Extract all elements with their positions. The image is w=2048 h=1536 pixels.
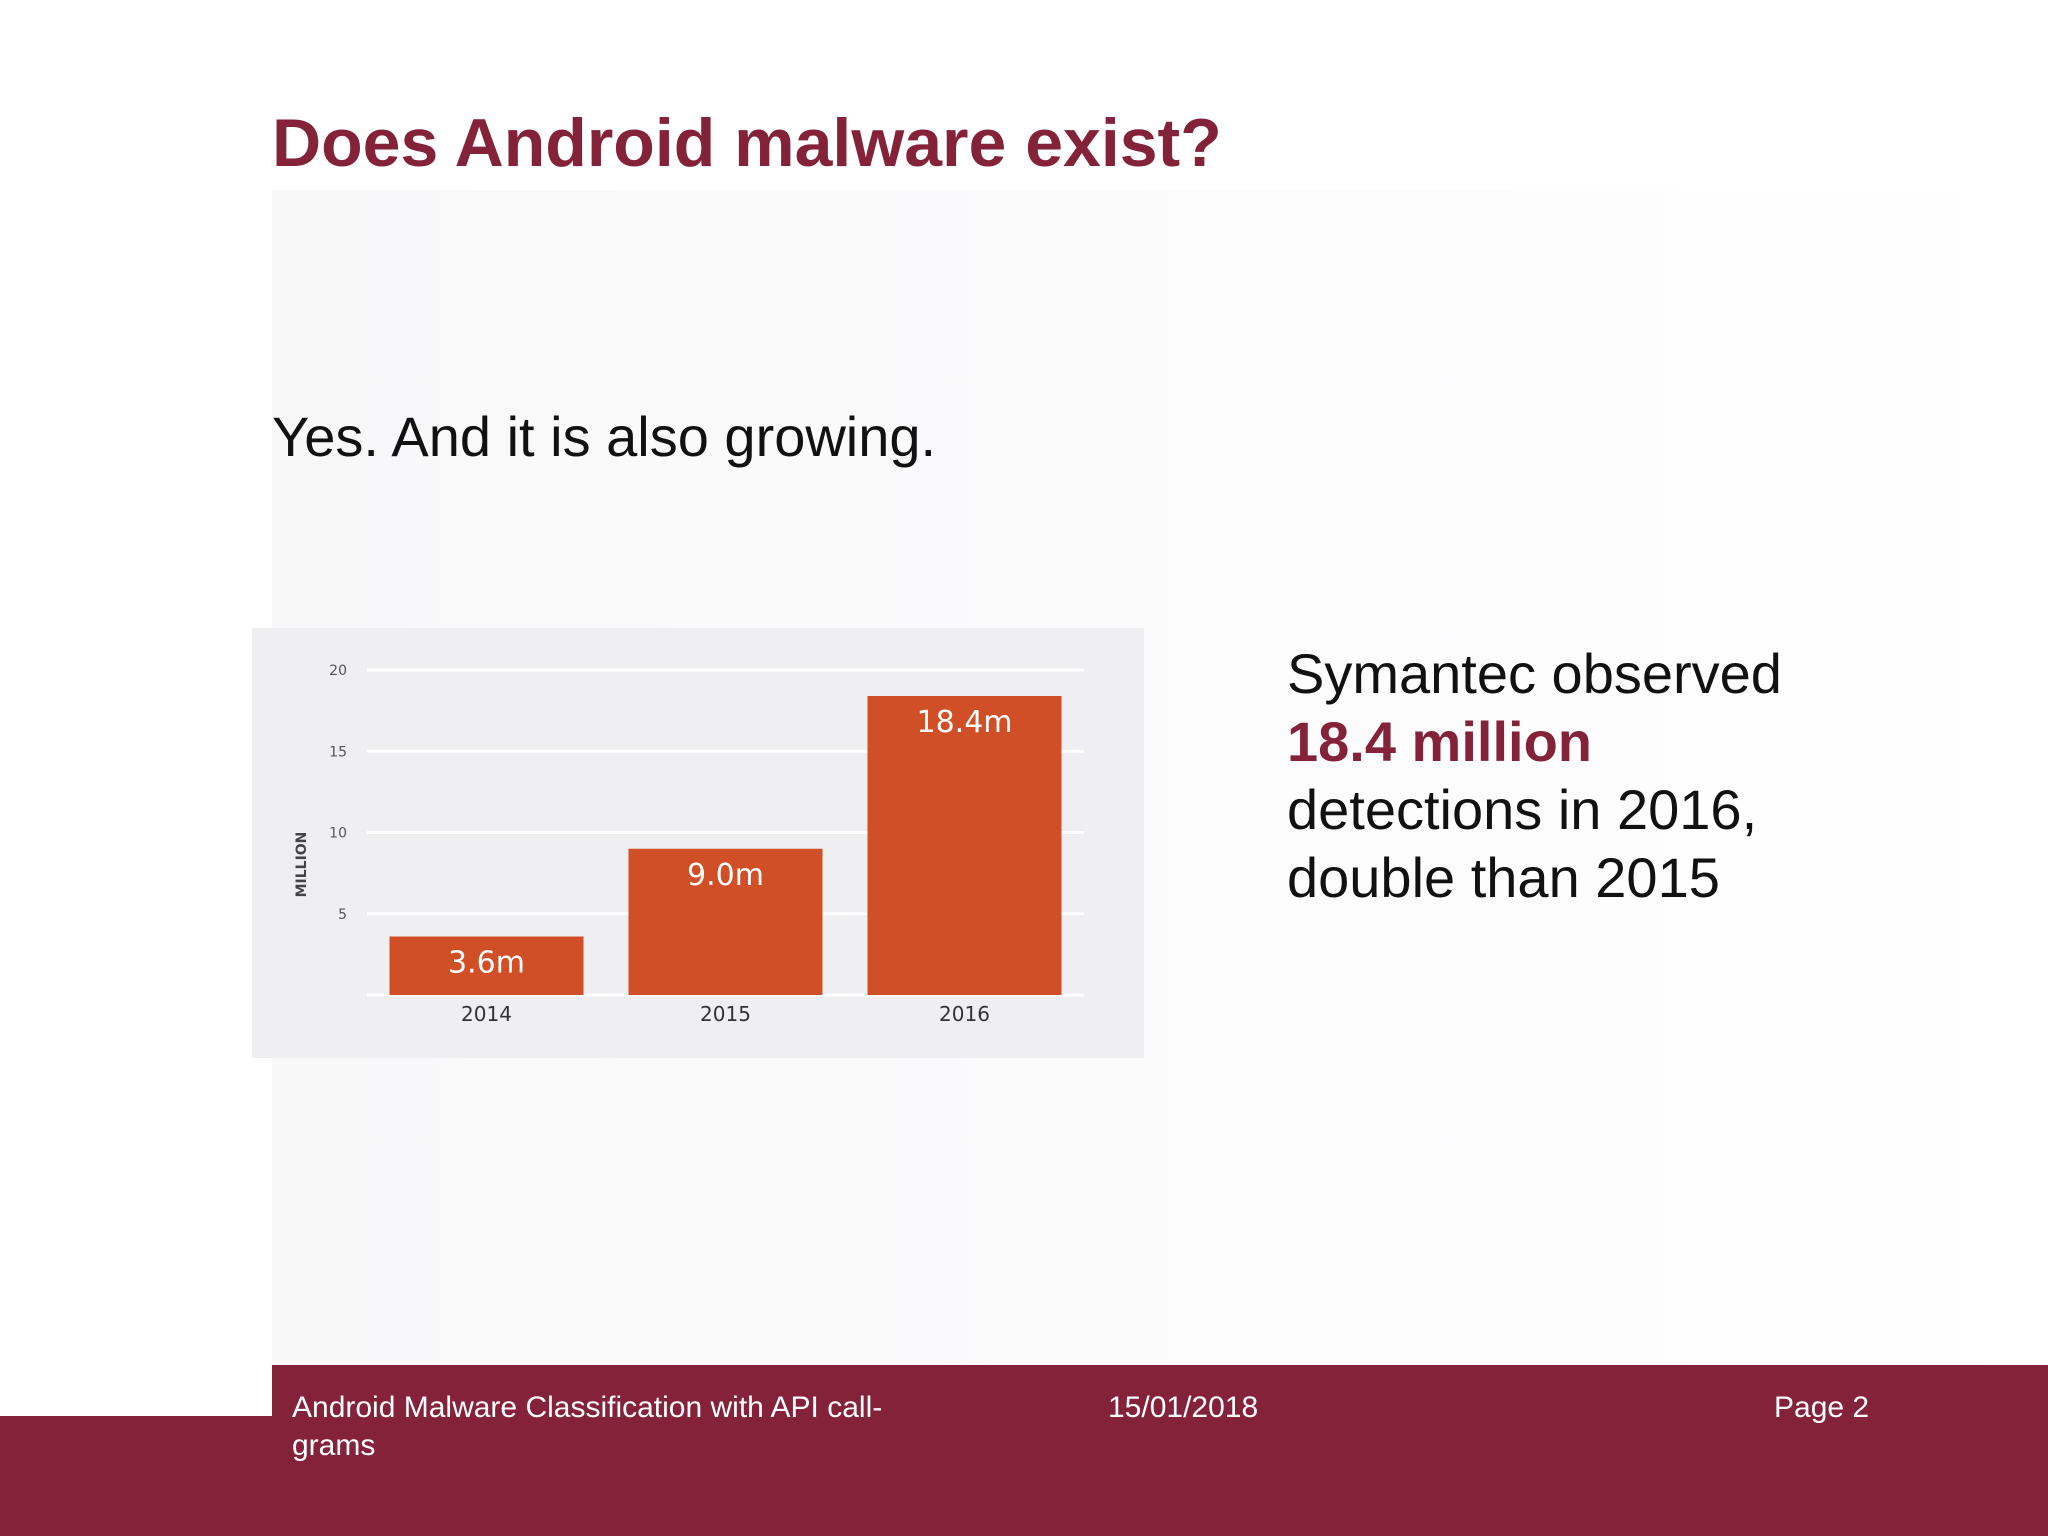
bar-data-label: 18.4m <box>916 705 1012 740</box>
side-text-line3: detections in 2016, <box>1287 778 1758 841</box>
side-text-line4: double than 2015 <box>1287 846 1720 909</box>
y-tick-label: 5 <box>338 907 347 923</box>
slide-subtitle: Yes. And it is also growing. <box>272 405 937 468</box>
side-text: Symantec observed 18.4 million detection… <box>1287 640 1987 912</box>
footer-left-strip <box>0 1416 272 1536</box>
side-text-line1: Symantec observed <box>1287 642 1782 705</box>
bar-2014 <box>389 936 584 995</box>
x-tick-label: 2014 <box>461 1002 512 1026</box>
side-text-highlight: 18.4 million <box>1287 710 1592 773</box>
x-tick-label: 2015 <box>700 1002 751 1026</box>
footer-date: 15/01/2018 <box>1108 1391 1259 1424</box>
y-axis-label: MILLION <box>294 832 310 898</box>
y-tick-label: 15 <box>329 744 347 760</box>
bar-chart: 5 10 15 20 MILLION 3.6m 2014 9.0m 2015 18.4m 2016 <box>252 628 1144 1058</box>
bar-2015 <box>628 848 823 995</box>
y-tick-label: 20 <box>329 663 347 679</box>
footer-page-number: Page 2 <box>1774 1391 1870 1424</box>
footer-bar: Android Malware Classification with API … <box>272 1365 2048 1536</box>
bar-data-label: 9.0m <box>687 858 764 893</box>
bar-data-label: 3.6m <box>448 946 525 981</box>
y-tick-label: 10 <box>329 826 347 842</box>
slide-title: Does Android malware exist? <box>272 105 1222 181</box>
bar-chart-svg: 5 10 15 20 MILLION 3.6m 2014 9.0m 2015 18.4m 2016 <box>294 663 1084 1026</box>
bar-2016 <box>867 696 1062 995</box>
x-tick-label: 2016 <box>939 1002 990 1026</box>
footer-title: Android Malware Classification with API … <box>292 1391 883 1462</box>
